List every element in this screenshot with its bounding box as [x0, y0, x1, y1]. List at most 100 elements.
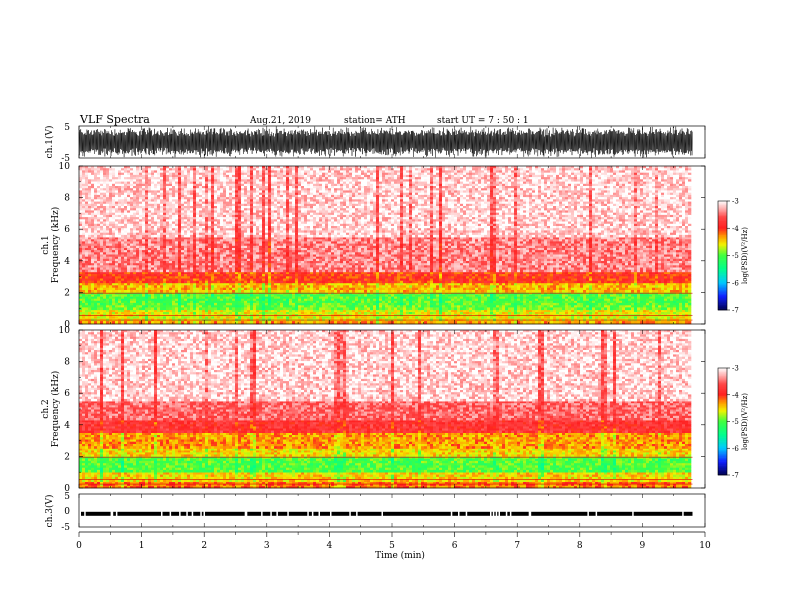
- spec-cell: [487, 237, 490, 240]
- spec-cell: [475, 312, 478, 315]
- spec-cell: [148, 272, 151, 275]
- spec-cell: [226, 305, 229, 308]
- spec-cell: [79, 307, 82, 310]
- spec-cell: [121, 272, 124, 275]
- spec-cell: [247, 292, 250, 294]
- spec-cell: [307, 297, 310, 299]
- spec-cell: [580, 281, 583, 284]
- spec-cell: [589, 303, 592, 305]
- spec-cell: [682, 303, 685, 305]
- spec-cell: [307, 301, 310, 303]
- spec-cell: [124, 279, 127, 282]
- spec-cell: [136, 297, 139, 299]
- spec-cell: [448, 288, 451, 291]
- spec-cell: [613, 288, 616, 291]
- spec-cell: [586, 281, 589, 284]
- spec-cell: [355, 285, 358, 288]
- spec-cell: [346, 237, 349, 240]
- spec-cell: [421, 307, 424, 310]
- spec-cell: [571, 297, 574, 299]
- spec-cell: [469, 316, 472, 319]
- spec-cell: [469, 281, 472, 284]
- spec-cell: [403, 312, 406, 315]
- spec-cell: [190, 279, 193, 282]
- spec-cell: [403, 316, 406, 319]
- spec-cell: [658, 281, 661, 284]
- spec-cell: [571, 237, 574, 240]
- spec-cell: [88, 285, 91, 288]
- spec-cell: [448, 295, 451, 297]
- spec-cell: [340, 274, 343, 277]
- spec-cell: [250, 272, 253, 275]
- spec-cell: [478, 295, 481, 297]
- spec-cell: [238, 288, 241, 291]
- spec-cell: [391, 288, 394, 291]
- spec-cell: [631, 283, 634, 286]
- spec-cell: [631, 316, 634, 319]
- spec-cell: [217, 305, 220, 308]
- spec-cell: [127, 285, 130, 288]
- spec-cell: [445, 237, 448, 240]
- spec-cell: [397, 307, 400, 310]
- spec-cell: [475, 299, 478, 301]
- spec-cell: [637, 285, 640, 288]
- spec-cell: [388, 285, 391, 288]
- spec-cell: [178, 237, 181, 240]
- spec-cell: [463, 292, 466, 294]
- spec-cell: [259, 272, 262, 275]
- spec-cell: [391, 301, 394, 303]
- spec-cell: [319, 237, 322, 240]
- spec-cell: [637, 290, 640, 293]
- spec-cell: [520, 303, 523, 305]
- spec-cell: [460, 295, 463, 297]
- spec-cell: [145, 237, 148, 240]
- spec-cell: [139, 312, 142, 315]
- spec-cell: [622, 303, 625, 305]
- spec-cell: [688, 305, 691, 308]
- spec-cell: [286, 274, 289, 277]
- spec-cell: [619, 310, 622, 313]
- spec-cell: [409, 310, 412, 313]
- spec-cell: [565, 301, 568, 303]
- spec-cell: [295, 279, 298, 282]
- spec-cell: [214, 295, 217, 297]
- spec-cell: [490, 292, 493, 294]
- spec-cell: [244, 307, 247, 310]
- spec-cell: [166, 301, 169, 303]
- spec-cell: [424, 310, 427, 313]
- spec-cell: [346, 292, 349, 294]
- spec-cell: [181, 276, 184, 279]
- spec-cell: [133, 290, 136, 293]
- spec-cell: [478, 288, 481, 291]
- spec-cell: [505, 301, 508, 303]
- spec-cell: [403, 281, 406, 284]
- spec-cell: [580, 310, 583, 313]
- spec-cell: [532, 305, 535, 308]
- spec-cell: [493, 299, 496, 301]
- spec-cell: [511, 274, 514, 277]
- spec-cell: [85, 292, 88, 294]
- spec-cell: [592, 285, 595, 288]
- spec-cell: [409, 281, 412, 284]
- spec-cell: [124, 307, 127, 310]
- spec-cell: [154, 295, 157, 297]
- spec-cell: [538, 303, 541, 305]
- spec-cell: [214, 305, 217, 308]
- spec-cell: [646, 310, 649, 313]
- spec-cell: [541, 305, 544, 308]
- spec-cell: [538, 292, 541, 294]
- spec-cell: [436, 316, 439, 319]
- spec-cell: [583, 290, 586, 293]
- spec-cell: [529, 312, 532, 315]
- spec-cell: [418, 307, 421, 310]
- spec-cell: [640, 292, 643, 294]
- spec-cell: [661, 305, 664, 308]
- spec-cell: [217, 303, 220, 305]
- spec-cell: [133, 297, 136, 299]
- spec-cell: [136, 301, 139, 303]
- spec-cell: [433, 283, 436, 286]
- spec-cell: [322, 281, 325, 284]
- spec-cell: [277, 290, 280, 293]
- spec-cell: [640, 285, 643, 288]
- spec-cell: [514, 307, 517, 310]
